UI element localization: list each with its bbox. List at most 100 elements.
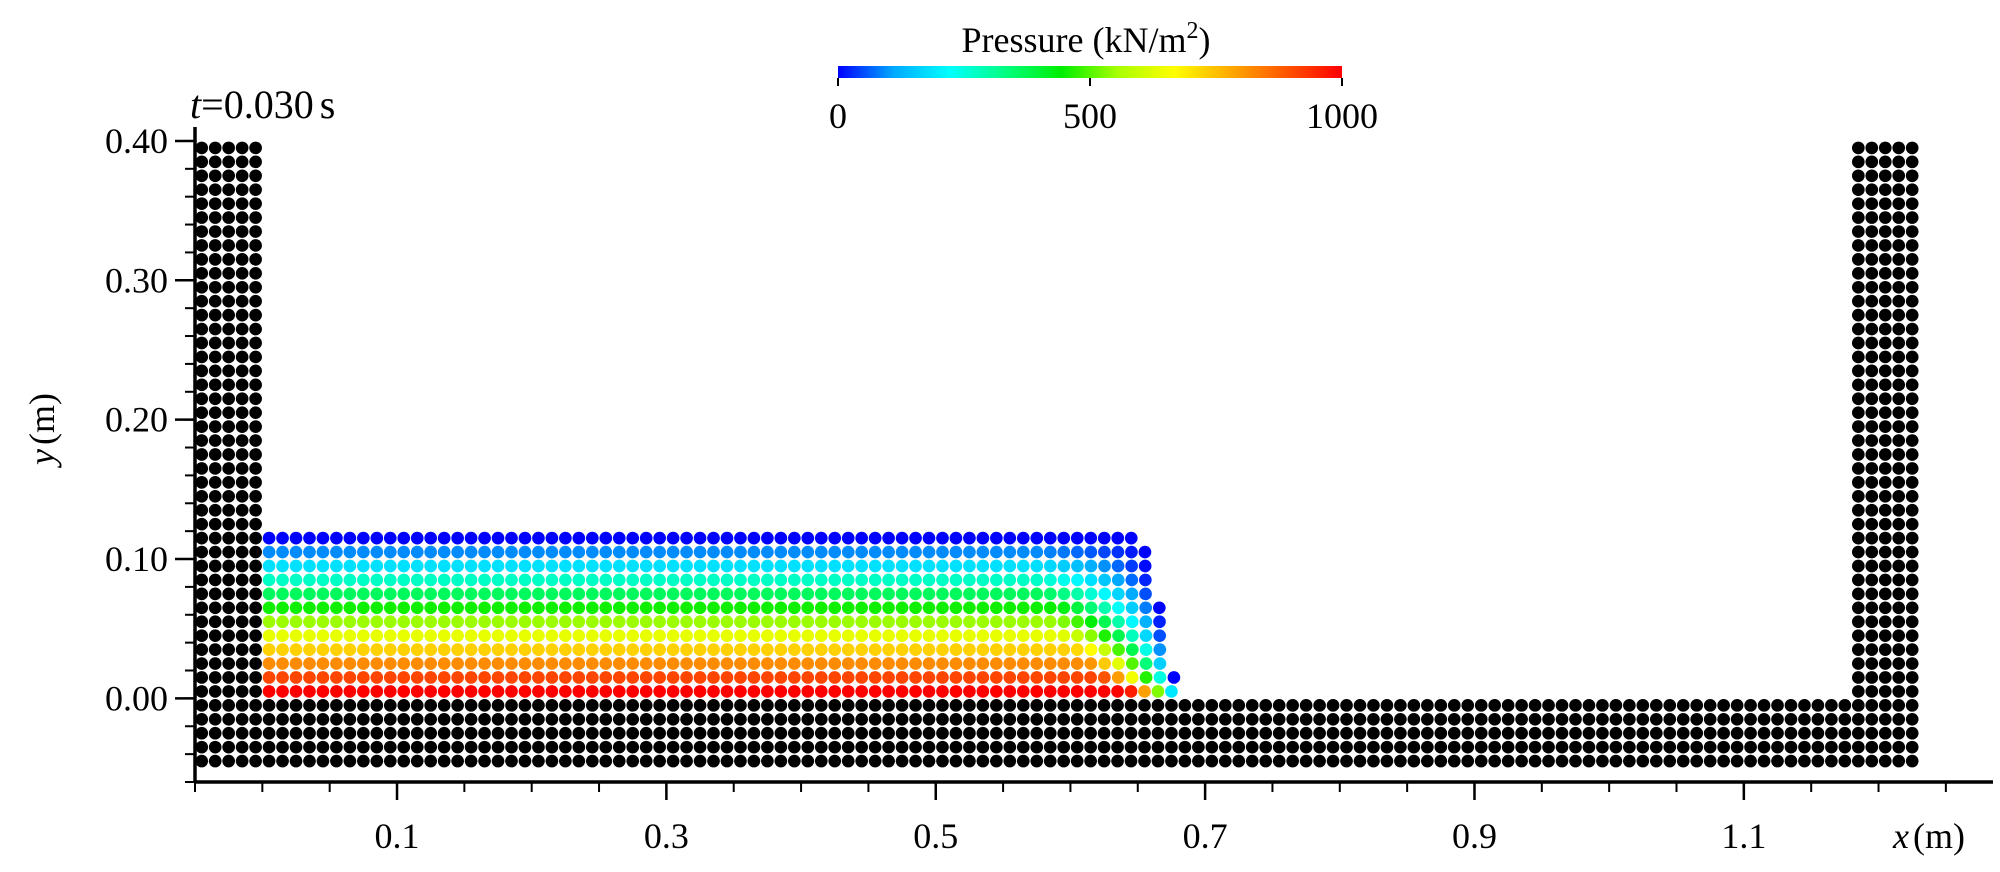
boundary-particle [1878, 545, 1892, 559]
boundary-particle [1851, 308, 1865, 322]
boundary-particle [1865, 685, 1879, 698]
y-tick-label: 0.20 [105, 400, 168, 440]
boundary-particle [1905, 559, 1919, 573]
boundary-particle [397, 754, 411, 768]
fluid-particle [680, 643, 693, 656]
boundary-particle [1178, 754, 1192, 768]
boundary-particle [1326, 699, 1340, 712]
boundary-particle [1717, 712, 1730, 726]
boundary-particle [195, 476, 209, 489]
boundary-particle [1124, 712, 1138, 726]
boundary-particle [1043, 740, 1057, 754]
boundary-particle [370, 740, 384, 754]
fluid-particle [424, 531, 438, 545]
fluid-particle [1057, 615, 1071, 629]
boundary-particle [1865, 322, 1879, 336]
fluid-particle [1167, 671, 1181, 684]
boundary-particle [653, 726, 666, 740]
boundary-particle [208, 726, 222, 740]
boundary-particle [976, 699, 990, 712]
fluid-particle [491, 615, 505, 629]
fluid-particle [814, 531, 828, 545]
fluid-particle [936, 601, 949, 615]
boundary-particle [1367, 726, 1380, 740]
boundary-particle [424, 740, 438, 754]
fluid-particle [1016, 657, 1030, 670]
boundary-particle [1676, 726, 1690, 740]
boundary-particle [208, 657, 222, 670]
boundary-particle [208, 294, 222, 308]
fluid-particle [882, 545, 895, 559]
boundary-particle [1515, 754, 1528, 768]
fluid-particle [518, 573, 532, 587]
boundary-particle [1838, 740, 1852, 754]
boundary-particle [397, 712, 411, 726]
boundary-particle [235, 197, 249, 210]
fluid-particle [801, 559, 815, 573]
fluid-particle [720, 545, 734, 559]
boundary-particle [1878, 671, 1892, 684]
boundary-particle [1421, 754, 1434, 768]
boundary-particle [1878, 294, 1892, 308]
boundary-particle [1501, 754, 1515, 768]
boundary-particle [1623, 726, 1636, 740]
boundary-particle [1569, 754, 1582, 768]
boundary-particle [1811, 726, 1825, 740]
fluid-particle [572, 573, 586, 587]
fluid-particle [949, 671, 963, 684]
boundary-particle [1878, 685, 1892, 698]
boundary-particle [1851, 573, 1865, 587]
fluid-particle [437, 587, 451, 601]
fluid-particle [841, 685, 855, 698]
boundary-particle [559, 754, 572, 768]
boundary-particle [1609, 712, 1623, 726]
boundary-particle [882, 699, 895, 712]
fluid-particle [747, 629, 761, 642]
boundary-particle [868, 740, 882, 754]
fluid-particle [383, 657, 397, 670]
fluid-particle [1111, 685, 1124, 698]
fluid-particle [383, 587, 397, 601]
fluid-particle [1084, 601, 1098, 615]
boundary-particle [1878, 712, 1892, 726]
boundary-particle [1905, 726, 1919, 740]
fluid-particle [814, 671, 828, 684]
fluid-particle [788, 615, 801, 629]
boundary-particle [626, 754, 640, 768]
fluid-particle [572, 615, 586, 629]
boundary-particle [1555, 699, 1569, 712]
boundary-particle [1124, 699, 1138, 712]
boundary-particle [1353, 740, 1367, 754]
boundary-particle [545, 726, 559, 740]
fluid-particle [1003, 615, 1017, 629]
fluid-particle [1043, 615, 1057, 629]
boundary-particle [585, 754, 599, 768]
fluid-particle [464, 643, 478, 656]
boundary-particle [1340, 712, 1353, 726]
fluid-particle [963, 657, 976, 670]
fluid-particle [747, 643, 761, 656]
boundary-particle [249, 517, 262, 531]
fluid-particle [1084, 671, 1097, 684]
boundary-particle [1878, 531, 1892, 545]
boundary-particle [235, 503, 249, 517]
boundary-particle [343, 726, 357, 740]
boundary-particle [1905, 308, 1919, 322]
fluid-particle [357, 587, 370, 601]
boundary-particle [222, 712, 235, 726]
boundary-particle [1851, 531, 1865, 545]
boundary-particle [1878, 211, 1892, 224]
boundary-particle [976, 712, 990, 726]
boundary-particle [505, 754, 518, 768]
fluid-particle [841, 559, 855, 573]
boundary-particle [1299, 754, 1313, 768]
boundary-particle [1703, 740, 1717, 754]
boundary-particle [1569, 712, 1582, 726]
boundary-particle [1690, 699, 1704, 712]
fluid-particle [505, 615, 518, 629]
boundary-particle [545, 754, 559, 768]
boundary-particle [1690, 740, 1704, 754]
boundary-particle [1757, 754, 1771, 768]
boundary-particle [1865, 740, 1879, 754]
